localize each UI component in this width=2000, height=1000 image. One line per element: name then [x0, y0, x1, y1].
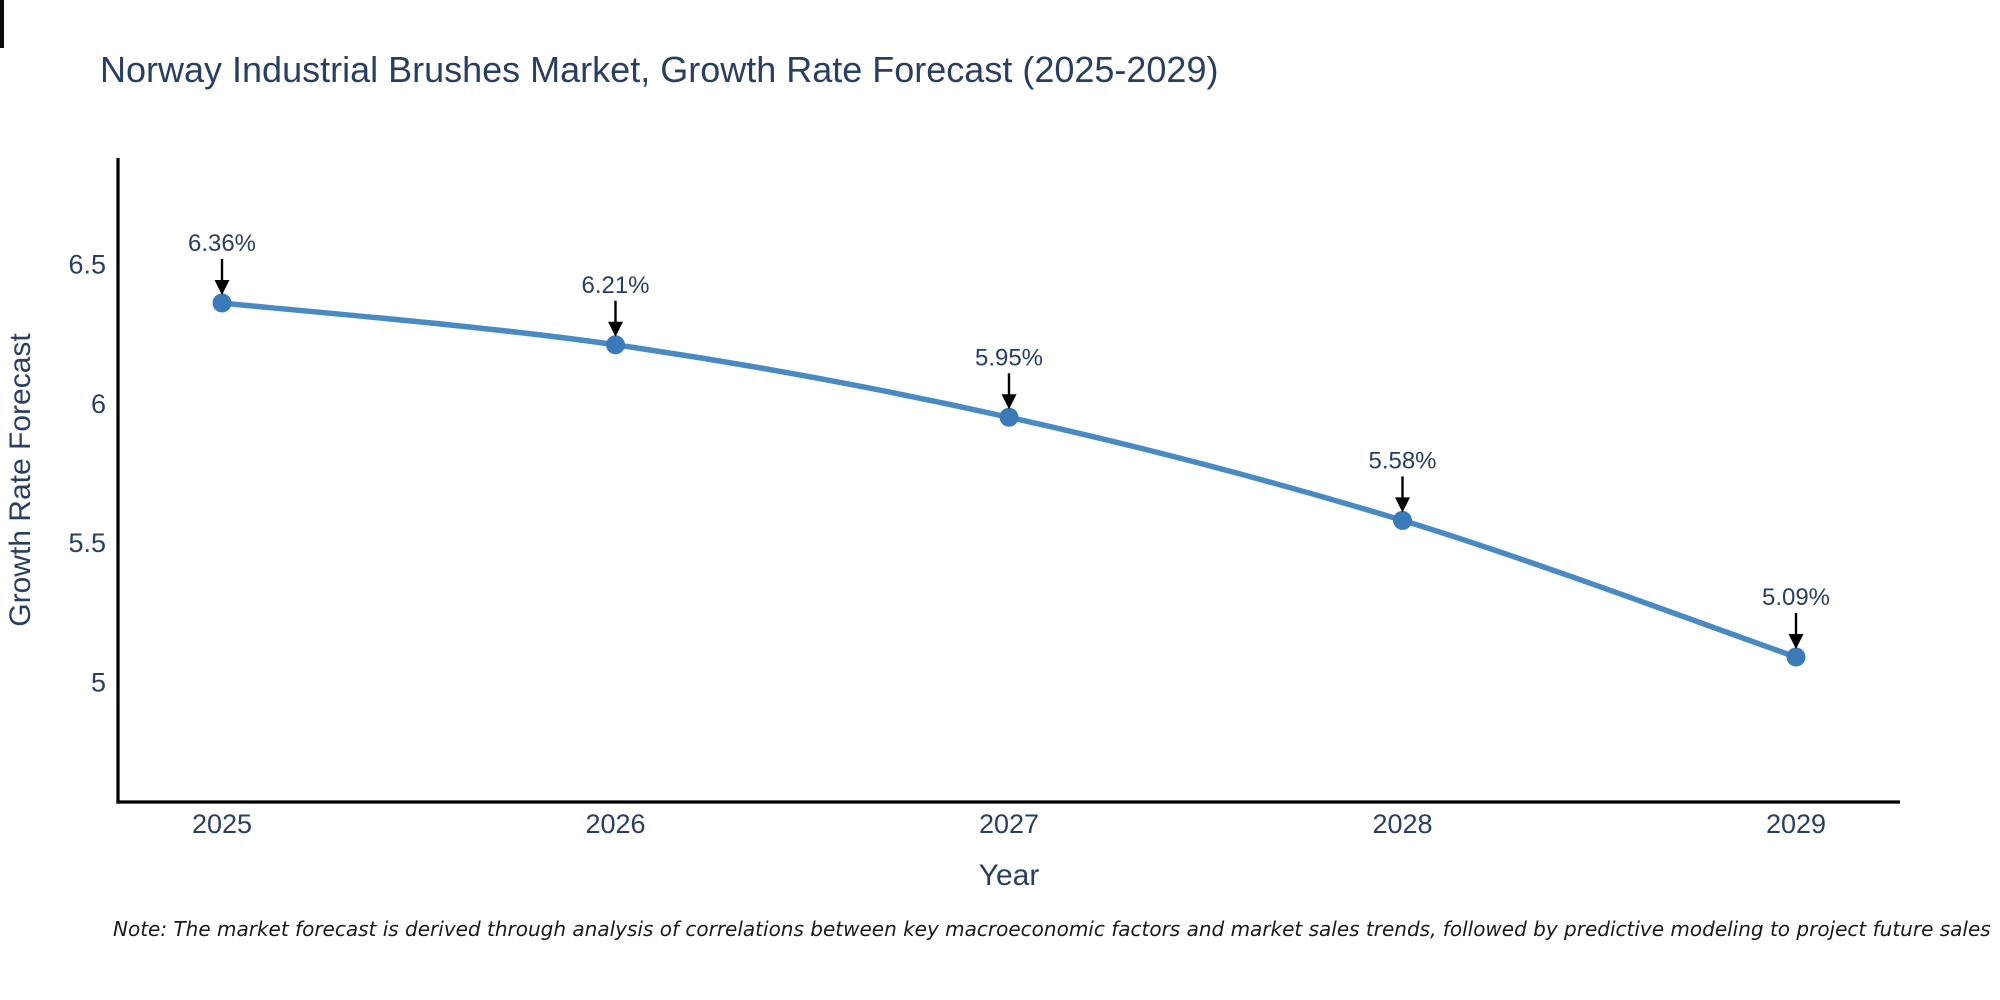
annotation-arrowhead	[1788, 634, 1804, 650]
annotation-arrowhead	[1395, 497, 1410, 513]
data-point-label: 5.09%	[1762, 584, 1830, 611]
x-axis-title: Year	[979, 859, 1040, 892]
y-axis-title: Growth Rate Forecast	[4, 333, 37, 627]
x-tick-label: 2028	[1372, 809, 1432, 839]
annotation-arrowhead	[1001, 394, 1017, 410]
screen-edge-artifact	[0, 0, 4, 48]
x-tick-label: 2025	[192, 809, 252, 839]
annotation-arrowhead	[608, 321, 623, 337]
chart-title: Norway Industrial Brushes Market, Growth…	[100, 49, 1219, 90]
x-tick-label: 2029	[1766, 809, 1826, 839]
data-point-marker[interactable]	[212, 293, 232, 313]
y-tick-label: 5	[91, 668, 106, 698]
y-tick-label: 6.5	[68, 249, 106, 279]
annotation-arrowhead	[214, 279, 230, 295]
y-tick-label: 5.5	[68, 528, 106, 558]
data-point-label: 6.21%	[581, 272, 649, 299]
x-tick-label: 2027	[979, 809, 1039, 839]
data-point-marker[interactable]	[606, 335, 625, 355]
data-point-marker[interactable]	[1393, 510, 1412, 530]
data-point-marker[interactable]	[999, 407, 1019, 427]
data-point-label: 5.95%	[975, 344, 1043, 371]
data-point-label: 6.36%	[188, 230, 256, 257]
data-point-marker[interactable]	[1786, 647, 1806, 667]
footnote: Note: The market forecast is derived thr…	[113, 917, 1991, 941]
data-point-label: 5.58%	[1368, 447, 1436, 474]
x-tick-label: 2026	[585, 809, 645, 839]
y-tick-label: 6	[91, 389, 106, 419]
